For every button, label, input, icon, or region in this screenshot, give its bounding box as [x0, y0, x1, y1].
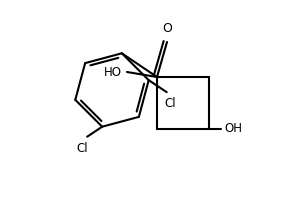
- Text: O: O: [162, 22, 172, 35]
- Text: HO: HO: [104, 66, 122, 78]
- Text: Cl: Cl: [164, 97, 176, 110]
- Text: Cl: Cl: [76, 142, 88, 155]
- Text: OH: OH: [224, 123, 242, 135]
